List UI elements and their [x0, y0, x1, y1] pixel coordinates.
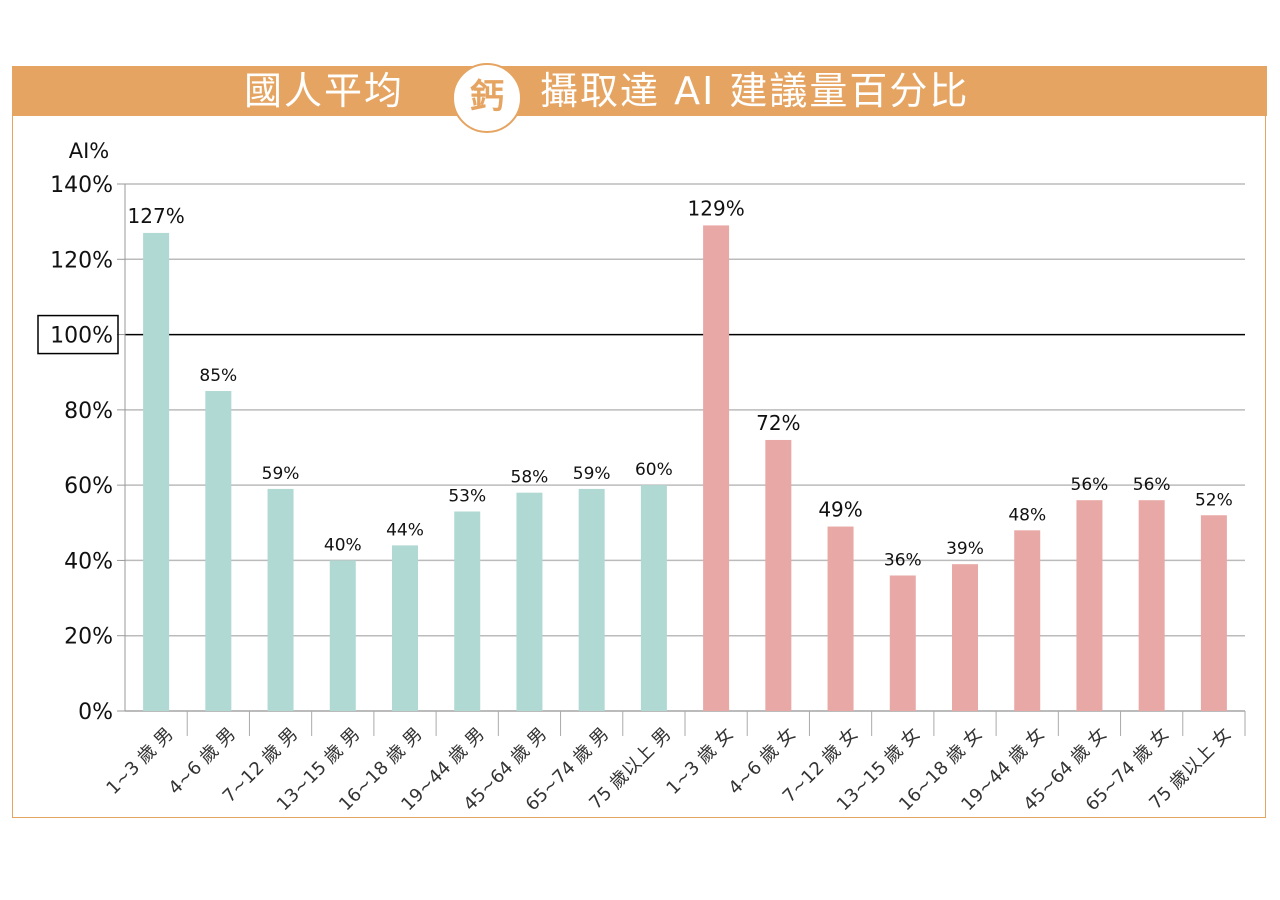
- reference-label-box: [37, 314, 119, 355]
- data-label: 49%: [818, 498, 862, 522]
- y-axis-label: AI%: [69, 139, 110, 163]
- data-label: 39%: [946, 539, 984, 559]
- data-label: 36%: [884, 550, 922, 570]
- y-tick-label: 100%: [50, 324, 113, 349]
- bar: [329, 560, 356, 711]
- y-tick-label: 60%: [64, 474, 113, 499]
- bar: [578, 488, 605, 711]
- data-label: 60%: [635, 460, 673, 480]
- bar: [889, 575, 916, 711]
- calcium-badge: 鈣: [452, 63, 522, 133]
- data-label: 53%: [448, 486, 486, 506]
- data-label: 52%: [1195, 490, 1233, 510]
- title-bar: [12, 66, 1267, 116]
- bar: [143, 232, 170, 711]
- title-part2: 攝取達 AI 建議量百分比: [540, 69, 970, 113]
- bar: [392, 545, 418, 711]
- bar: [703, 225, 730, 711]
- data-label: 44%: [386, 520, 424, 540]
- y-tick-label: 20%: [64, 625, 113, 650]
- y-tick-label: 80%: [64, 399, 113, 424]
- data-label: 59%: [573, 464, 611, 484]
- bar: [1014, 530, 1041, 711]
- data-label: 48%: [1008, 505, 1046, 525]
- bar: [1076, 500, 1103, 711]
- bar: [827, 526, 854, 711]
- bar: [1200, 515, 1227, 711]
- bar: [267, 488, 294, 711]
- y-tick-label: 0%: [78, 700, 113, 725]
- bar: [640, 485, 667, 711]
- bar: [454, 511, 481, 711]
- data-label: 56%: [1133, 475, 1171, 495]
- x-tick-label: 1~3 歲 女: [662, 724, 737, 799]
- data-label: 85%: [199, 366, 237, 386]
- bar: [952, 564, 978, 711]
- bar: [205, 391, 232, 711]
- bar: [1138, 500, 1165, 711]
- bar: [765, 439, 792, 711]
- data-label: 40%: [324, 535, 362, 555]
- data-label: 127%: [128, 204, 185, 228]
- data-label: 59%: [262, 464, 300, 484]
- data-label: 58%: [511, 468, 549, 488]
- data-label: 56%: [1071, 475, 1109, 495]
- title-part1: 國人平均: [244, 69, 405, 113]
- y-tick-label: 140%: [50, 173, 113, 198]
- data-label: 129%: [688, 196, 745, 220]
- y-tick-label: 40%: [64, 549, 113, 574]
- x-tick-label: 1~3 歲 男: [102, 724, 177, 799]
- y-tick-label: 120%: [50, 248, 113, 273]
- bar: [516, 492, 543, 711]
- data-label: 72%: [756, 411, 800, 435]
